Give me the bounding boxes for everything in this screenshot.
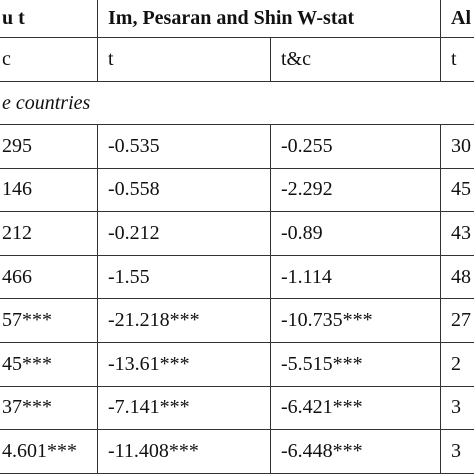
data-cell: -1.114 [270, 255, 440, 300]
data-cell: 4.601*** [0, 430, 97, 474]
header-cell: Al [440, 0, 474, 38]
header-cell: u t [0, 0, 97, 38]
data-cell: 212 [0, 212, 97, 256]
subheader-cell: c [0, 38, 97, 82]
data-cell: -7.141*** [97, 386, 270, 431]
data-cell: -0.89 [270, 212, 440, 256]
data-cell: -21.218*** [97, 299, 270, 343]
data-cell: -2.292 [270, 168, 440, 213]
data-cell: -6.448*** [270, 430, 440, 474]
data-cell: 27 [440, 299, 474, 343]
data-cell: 3 [440, 386, 474, 431]
data-cell: -11.408*** [97, 430, 270, 474]
data-cell: -10.735*** [270, 299, 440, 343]
data-cell: -1.55 [97, 255, 270, 300]
data-cell: 45*** [0, 343, 97, 387]
data-cell: 466 [0, 256, 97, 300]
data-cell: 2 [440, 343, 474, 387]
data-cell: -0.255 [270, 125, 440, 169]
subheader-cell: t [97, 38, 270, 82]
section-label: e countries [0, 82, 474, 125]
data-cell: -6.421*** [270, 386, 440, 431]
data-cell: -0.212 [97, 212, 270, 256]
subheader-cell: t [440, 38, 474, 82]
data-cell: 43 [440, 212, 474, 256]
data-cell: 3 [440, 430, 474, 474]
data-cell: -0.535 [97, 125, 270, 169]
data-cell: 146 [0, 169, 97, 213]
data-cell: -0.558 [97, 168, 270, 213]
data-cell: 295 [0, 125, 97, 169]
header-cell: Im, Pesaran and Shin W-stat [97, 0, 440, 38]
data-cell: -5.515*** [270, 343, 440, 387]
data-cell: 45 [440, 168, 474, 213]
data-cell: 48 [440, 255, 474, 300]
data-cell: 30 [440, 125, 474, 169]
data-cell: 57*** [0, 299, 97, 343]
data-cell: -13.61*** [97, 343, 270, 387]
subheader-cell: t&c [270, 38, 440, 82]
data-cell: 37*** [0, 387, 97, 431]
